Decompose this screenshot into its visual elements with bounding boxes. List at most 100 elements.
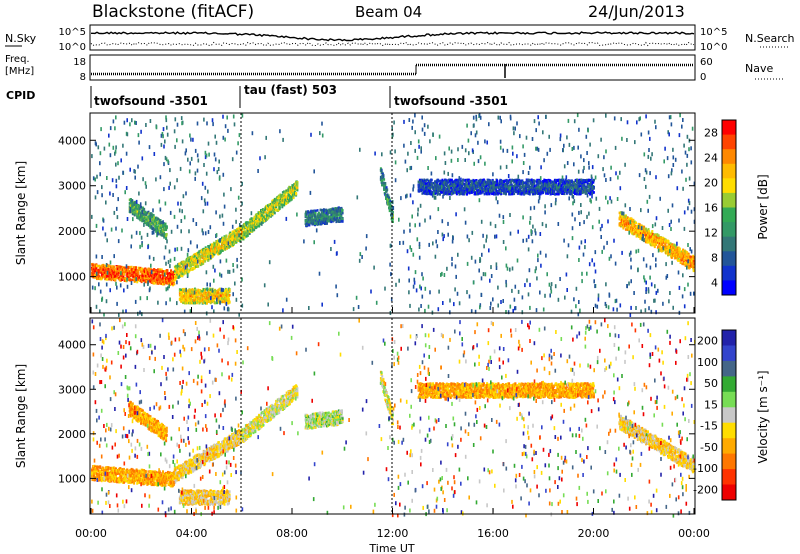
echo-cell: [204, 253, 207, 257]
echo-cell: [325, 214, 328, 217]
echo-cell: [165, 226, 168, 229]
noise-left-tick-bottom: 10^0: [59, 42, 86, 53]
echo-cell: [154, 218, 157, 222]
echo-cell: [454, 188, 457, 191]
echo-cell: [449, 178, 452, 182]
echo-cell: [196, 262, 199, 266]
echo-cell: [190, 264, 193, 268]
echo-cell: [131, 278, 134, 282]
echo-cell: [123, 273, 125, 276]
echo-cell: [458, 185, 461, 188]
echo-cell: [635, 221, 637, 225]
echo-cell: [628, 217, 630, 221]
echo-cell: [160, 226, 163, 230]
echo-cell: [672, 247, 675, 250]
echo-cell: [189, 256, 191, 259]
echo-cell: [645, 240, 647, 244]
echo-cell: [163, 282, 166, 286]
echo-cell: [442, 179, 445, 183]
echo-cell: [332, 210, 335, 213]
echo-cell: [693, 257, 696, 260]
echo-cell: [621, 225, 624, 228]
echo-cell: [426, 184, 429, 187]
echo-cell: [151, 221, 154, 225]
echo-cell: [685, 264, 688, 267]
echo-cell: [645, 235, 648, 239]
echo-cell: [152, 275, 155, 278]
echo-cell: [442, 183, 445, 187]
echo-cell: [266, 204, 269, 207]
echo-cell: [100, 271, 103, 275]
echo-cell: [135, 268, 137, 272]
echo-cell: [153, 228, 156, 232]
echo-cell: [676, 251, 679, 254]
echo-cell: [240, 227, 243, 230]
echo-cell: [666, 249, 669, 252]
echo-cell: [139, 218, 142, 222]
echo-cell: [170, 272, 173, 276]
echo-cell: [159, 274, 162, 277]
echo-cell: [165, 234, 168, 238]
echo-cell: [148, 269, 151, 273]
cpid-segment-1: twofsound -3501: [94, 94, 208, 108]
echo-cell: [183, 262, 186, 266]
echo-cell: [626, 219, 629, 223]
echo-cell: [463, 192, 466, 196]
echo-cell: [638, 235, 641, 238]
echo-cell: [184, 268, 186, 271]
echo-cell: [311, 220, 314, 223]
echo-cell: [243, 228, 245, 231]
echo-cell: [129, 200, 132, 203]
echo-cell: [677, 257, 680, 260]
echo-cell: [313, 216, 316, 220]
echo-cell: [450, 184, 453, 188]
echo-cell: [231, 240, 234, 243]
cpid-label: CPID: [6, 89, 35, 102]
echo-cell: [647, 228, 650, 231]
echo-cell: [309, 221, 312, 225]
echo-cell: [518, 178, 521, 182]
echo-cell: [327, 219, 330, 223]
echo-cell: [174, 268, 177, 271]
echo-cell: [241, 237, 244, 241]
echo-cell: [467, 189, 470, 193]
echo-cell: [207, 245, 210, 249]
echo-cell: [680, 255, 683, 259]
echo-cell: [283, 203, 286, 207]
echo-cell: [192, 258, 195, 262]
echo-cell: [307, 222, 310, 225]
echo-cell: [450, 187, 453, 190]
echo-cell: [271, 199, 274, 203]
echo-cell: [631, 224, 634, 227]
echo-cell: [245, 223, 248, 227]
echo-cell: [238, 230, 240, 234]
echo-cell: [336, 213, 338, 216]
echo-cell: [121, 270, 124, 274]
echo-cell: [253, 215, 256, 219]
echo-cell: [271, 201, 274, 204]
echo-cell: [263, 217, 266, 221]
echo-cell: [667, 240, 670, 243]
echo-cell: [208, 247, 211, 251]
echo-cell: [200, 250, 203, 254]
echo-cell: [645, 233, 648, 237]
echo-cell: [418, 184, 421, 187]
echo-cell: [304, 219, 307, 223]
echo-cell: [668, 245, 671, 248]
echo-cell: [94, 269, 97, 273]
echo-cell: [441, 178, 444, 182]
echo-cell: [133, 275, 136, 278]
echo-cell: [619, 211, 622, 214]
echo-cell: [680, 250, 683, 254]
echo-cell: [159, 276, 162, 279]
echo-cell: [181, 274, 184, 278]
echo-cell: [131, 273, 134, 276]
echo-cell: [296, 188, 299, 192]
echo-cell: [158, 227, 161, 230]
echo-cell: [181, 260, 184, 264]
echo-cell: [271, 210, 274, 214]
echo-cell: [459, 181, 462, 185]
echo-cell: [290, 197, 293, 201]
echo-cell: [133, 277, 136, 280]
echo-cell: [217, 249, 220, 252]
